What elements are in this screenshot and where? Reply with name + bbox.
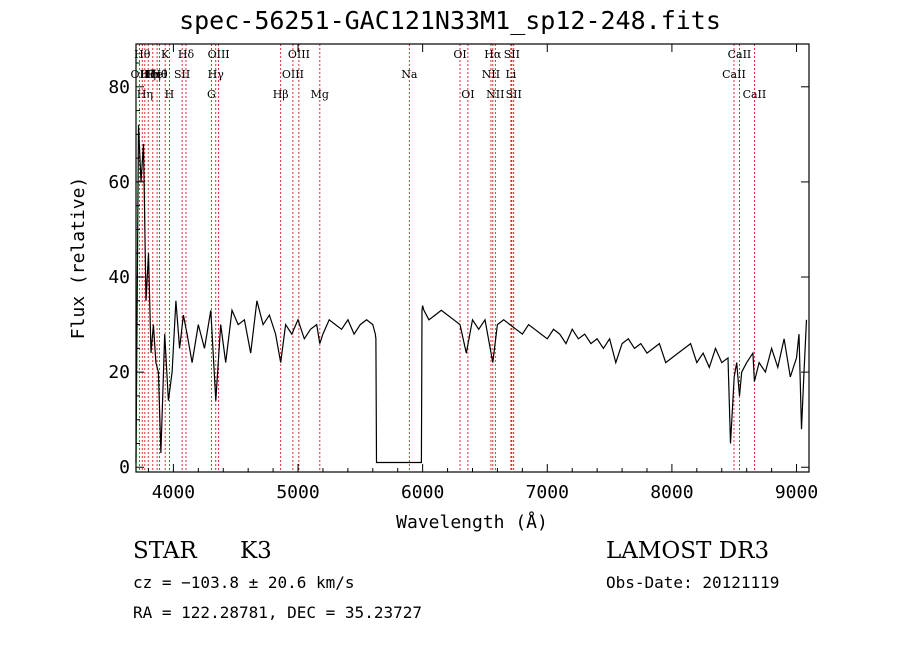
emission-line-markers — [138, 44, 755, 472]
line-label-18: Na — [401, 68, 418, 81]
line-label-14: Hβ — [273, 88, 289, 101]
line-label-12: Hγ — [208, 68, 225, 81]
x-tick-label-4: 8000 — [650, 482, 693, 503]
line-label-7: K — [161, 48, 170, 61]
line-label-3: Hζ — [140, 68, 156, 81]
line-label-26: SII — [506, 88, 522, 101]
spectrum-series-line — [135, 124, 808, 464]
line-label-23: NII — [486, 88, 504, 101]
line-label-16: OIII — [288, 48, 310, 61]
line-label-9: SII — [174, 68, 190, 81]
line-label-22: Hα — [484, 48, 502, 61]
plot-frame — [135, 43, 810, 473]
coordinates-readout: RA = 122.28781, DEC = 35.23727 — [133, 603, 422, 622]
line-label-21: NII — [482, 68, 500, 81]
line-label-8: H — [165, 88, 175, 101]
line-label-11: G — [207, 88, 216, 101]
line-label-25: SII — [504, 48, 520, 61]
object-class: STAR — [133, 538, 197, 564]
chart-title: spec-56251-GAC121N33M1_sp12-248.fits — [179, 6, 721, 35]
x-tick-label-1: 5000 — [276, 482, 319, 503]
y-tick-label-4: 80 — [108, 77, 130, 98]
x-axis-ticks: 4000 5000 6000 7000 8000 9000 — [147, 44, 818, 503]
survey-name: LAMOST DR3 — [606, 538, 770, 564]
y-tick-label-1: 20 — [108, 362, 130, 383]
emission-line-labels: OIIHθHηHζHηHeIHθKHSIIHδGHγOIIIHβOIIIOIII… — [131, 48, 767, 101]
line-label-13: OIII — [208, 48, 230, 61]
line-label-24: Li — [505, 68, 516, 81]
x-tick-label-2: 6000 — [401, 482, 444, 503]
line-label-27: CaII — [722, 68, 746, 81]
line-label-28: CaII — [728, 48, 752, 61]
y-axis-ticks: 0 20 40 60 80 — [108, 62, 809, 478]
line-label-17: Mg — [311, 88, 329, 101]
line-label-5: HeI — [147, 68, 167, 81]
x-axis-label: Wavelength (Å) — [396, 511, 548, 533]
y-tick-label-3: 60 — [108, 172, 130, 193]
line-label-29: CaII — [743, 88, 767, 101]
observation-date: Obs-Date: 20121119 — [606, 573, 780, 592]
line-label-6: Hθ — [151, 68, 168, 81]
x-tick-label-5: 9000 — [775, 482, 818, 503]
x-tick-label-3: 7000 — [526, 482, 569, 503]
line-label-1: Hθ — [134, 48, 151, 61]
x-tick-label-0: 4000 — [152, 482, 195, 503]
y-axis-label: Flux (relative) — [68, 177, 89, 340]
line-label-2: Hη — [137, 88, 153, 101]
line-label-10: Hδ — [178, 48, 195, 61]
line-label-0: OII — [131, 68, 149, 81]
line-label-19: OI — [453, 48, 466, 61]
redshift-readout: cz = −103.8 ± 20.6 km/s — [133, 573, 355, 592]
object-subclass: K3 — [240, 538, 272, 564]
y-tick-label-2: 40 — [108, 267, 130, 288]
line-label-4: Hη — [145, 68, 161, 81]
line-label-15: OIII — [282, 68, 304, 81]
y-tick-label-0: 0 — [119, 457, 130, 478]
line-label-20: OI — [461, 88, 474, 101]
